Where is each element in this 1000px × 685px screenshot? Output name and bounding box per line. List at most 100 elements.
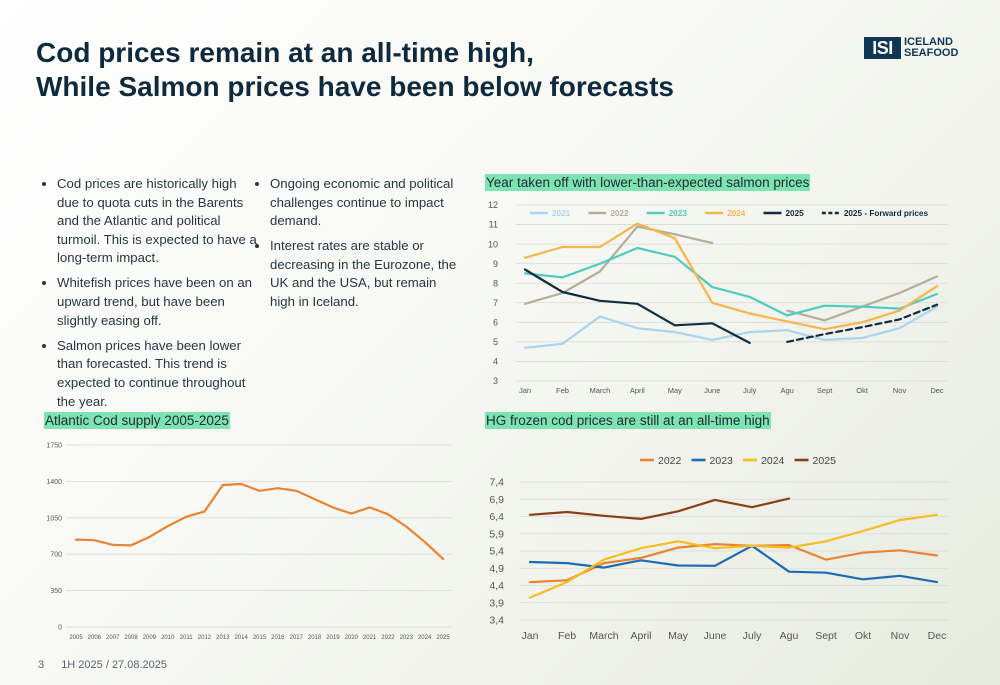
y-tick-label: 8 (493, 278, 498, 288)
x-tick-label: July (743, 386, 757, 395)
x-tick-label: Okt (856, 386, 869, 395)
x-tick-label: March (589, 630, 618, 642)
legend-label: 2024 (761, 455, 785, 467)
bullet-item: Whitefish prices have been on an upward … (57, 274, 262, 330)
x-tick-label: 2009 (143, 635, 157, 641)
series-line-2024 (523, 222, 939, 331)
x-tick-label: Agu (780, 630, 799, 642)
y-tick-label: 3,4 (489, 615, 504, 627)
cod-supply-chart: 0 350 700 1050 1400 1750 2005 2006 2007 2008 2009 2… (46, 442, 452, 641)
x-tick-label: 2025 (436, 635, 450, 641)
page-number: 3 (38, 659, 45, 671)
bullets-left: Cod prices are historically high due to … (40, 175, 262, 418)
bullet-item: Cod prices are historically high due to … (57, 175, 262, 268)
x-tick-label: March (589, 386, 610, 395)
x-tick-label: April (630, 386, 645, 395)
x-tick-label: 2016 (271, 635, 285, 641)
x-tick-label: April (630, 630, 651, 642)
x-tick-label: 2007 (106, 635, 120, 641)
x-tick-label: Sept (817, 386, 833, 395)
y-tick-label: 5,9 (489, 528, 504, 540)
legend-label: 2025 (785, 209, 804, 218)
series-line-2025 (523, 268, 751, 344)
series-line-2022 (523, 225, 714, 305)
bullets-right: Ongoing economic and political challenge… (253, 175, 463, 318)
x-tick-label: Agu (781, 386, 794, 395)
bullet-item: Salmon prices have been lower than forec… (57, 337, 262, 411)
legend-label: 2023 (710, 455, 734, 467)
y-tick-label: 0 (58, 624, 62, 631)
series-line-2022 (528, 543, 939, 584)
y-tick-label: 4 (493, 357, 498, 367)
x-tick-label: Okt (855, 630, 871, 642)
x-tick-label: June (704, 386, 720, 395)
x-tick-label: 2012 (198, 635, 212, 641)
legend-label: 2024 (727, 209, 746, 218)
x-tick-label: Jan (522, 630, 539, 642)
x-tick-label: 2014 (234, 635, 248, 641)
x-tick-label: Sept (815, 630, 837, 642)
x-tick-label: May (668, 630, 689, 642)
y-tick-label: 5,4 (489, 546, 504, 558)
y-tick-label: 4,4 (489, 580, 504, 592)
bullet-item: Ongoing economic and political challenge… (270, 175, 463, 231)
x-tick-label: May (668, 386, 682, 395)
x-tick-label: 2020 (345, 635, 359, 641)
y-tick-label: 3,9 (489, 597, 504, 609)
x-tick-label: Feb (556, 386, 569, 395)
cod-supply-chart-title: Atlantic Cod supply 2005-2025 (44, 412, 230, 429)
y-tick-label: 4,9 (489, 563, 504, 575)
y-tick-label: 6 (493, 317, 498, 327)
series-line-2021 (523, 305, 939, 349)
x-tick-label: 2021 (363, 635, 377, 641)
x-tick-label: 2010 (161, 635, 175, 641)
x-tick-label: 2013 (216, 635, 230, 641)
x-tick-label: 2006 (88, 635, 102, 641)
x-tick-label: 2017 (290, 635, 304, 641)
legend-label: 2022 (658, 455, 682, 467)
page-title-line-2: While Salmon prices have been below fore… (36, 71, 674, 102)
x-tick-label: 2024 (418, 635, 432, 641)
x-tick-label: 2023 (400, 635, 414, 641)
y-tick-label: 9 (493, 259, 498, 269)
legend-label: 2021 (552, 209, 571, 218)
footer: 3 1H 2025 / 27.08.2025 (38, 659, 181, 671)
series-line-2023 (528, 544, 939, 584)
legend-label: 2025 - Forward prices (844, 209, 929, 218)
salmon-price-chart: 3 4 5 6 7 8 9 10 11 12 Jan Feb March April May June July… (488, 200, 948, 395)
x-tick-label: Nov (893, 386, 907, 395)
y-tick-label: 700 (50, 552, 62, 559)
y-tick-label: 3 (493, 376, 498, 386)
y-tick-label: 11 (489, 220, 498, 230)
bullet-item: Interest rates are stable or decreasing … (270, 237, 463, 311)
y-tick-label: 1750 (46, 442, 62, 449)
y-tick-label: 10 (488, 239, 498, 249)
y-tick-label: 5 (493, 337, 498, 347)
series-line-2023 (523, 246, 939, 317)
logo-mark: ISI (864, 37, 901, 59)
legend-label: 2025 (813, 455, 837, 467)
x-tick-label: July (743, 630, 762, 642)
y-tick-label: 6,9 (489, 494, 504, 506)
x-tick-label: Jan (519, 386, 531, 395)
y-tick-label: 6,4 (489, 511, 504, 523)
x-tick-label: 2005 (69, 635, 83, 641)
x-tick-label: 2018 (308, 635, 322, 641)
x-tick-label: Feb (558, 630, 576, 642)
x-tick-label: Dec (928, 630, 947, 642)
page-title: Cod prices remain at an all-time high, W… (36, 36, 676, 104)
series-line-2025 (528, 497, 791, 520)
x-tick-label: Dec (930, 386, 944, 395)
logo-line-2: SEAFOOD (904, 47, 959, 59)
y-tick-label: 350 (50, 588, 62, 595)
x-tick-label: 2022 (381, 635, 395, 641)
y-tick-label: 7,4 (489, 477, 504, 489)
footer-label: 1H 2025 / 27.08.2025 (61, 659, 167, 671)
y-tick-label: 7 (493, 298, 498, 308)
x-tick-label: 2011 (180, 635, 194, 641)
salmon-chart-title: Year taken off with lower-than-expected … (485, 174, 811, 191)
series-line-2024 (528, 513, 939, 599)
hg-cod-price-chart: 3,4 3,9 4,4 4,9 5,4 5,9 6,4 6,9 7,4 Jan Feb March Ap… (489, 455, 948, 642)
logo-wordmark: ICELAND SEAFOOD (904, 37, 958, 59)
page-title-line-1: Cod prices remain at an all-time high, (36, 37, 534, 68)
